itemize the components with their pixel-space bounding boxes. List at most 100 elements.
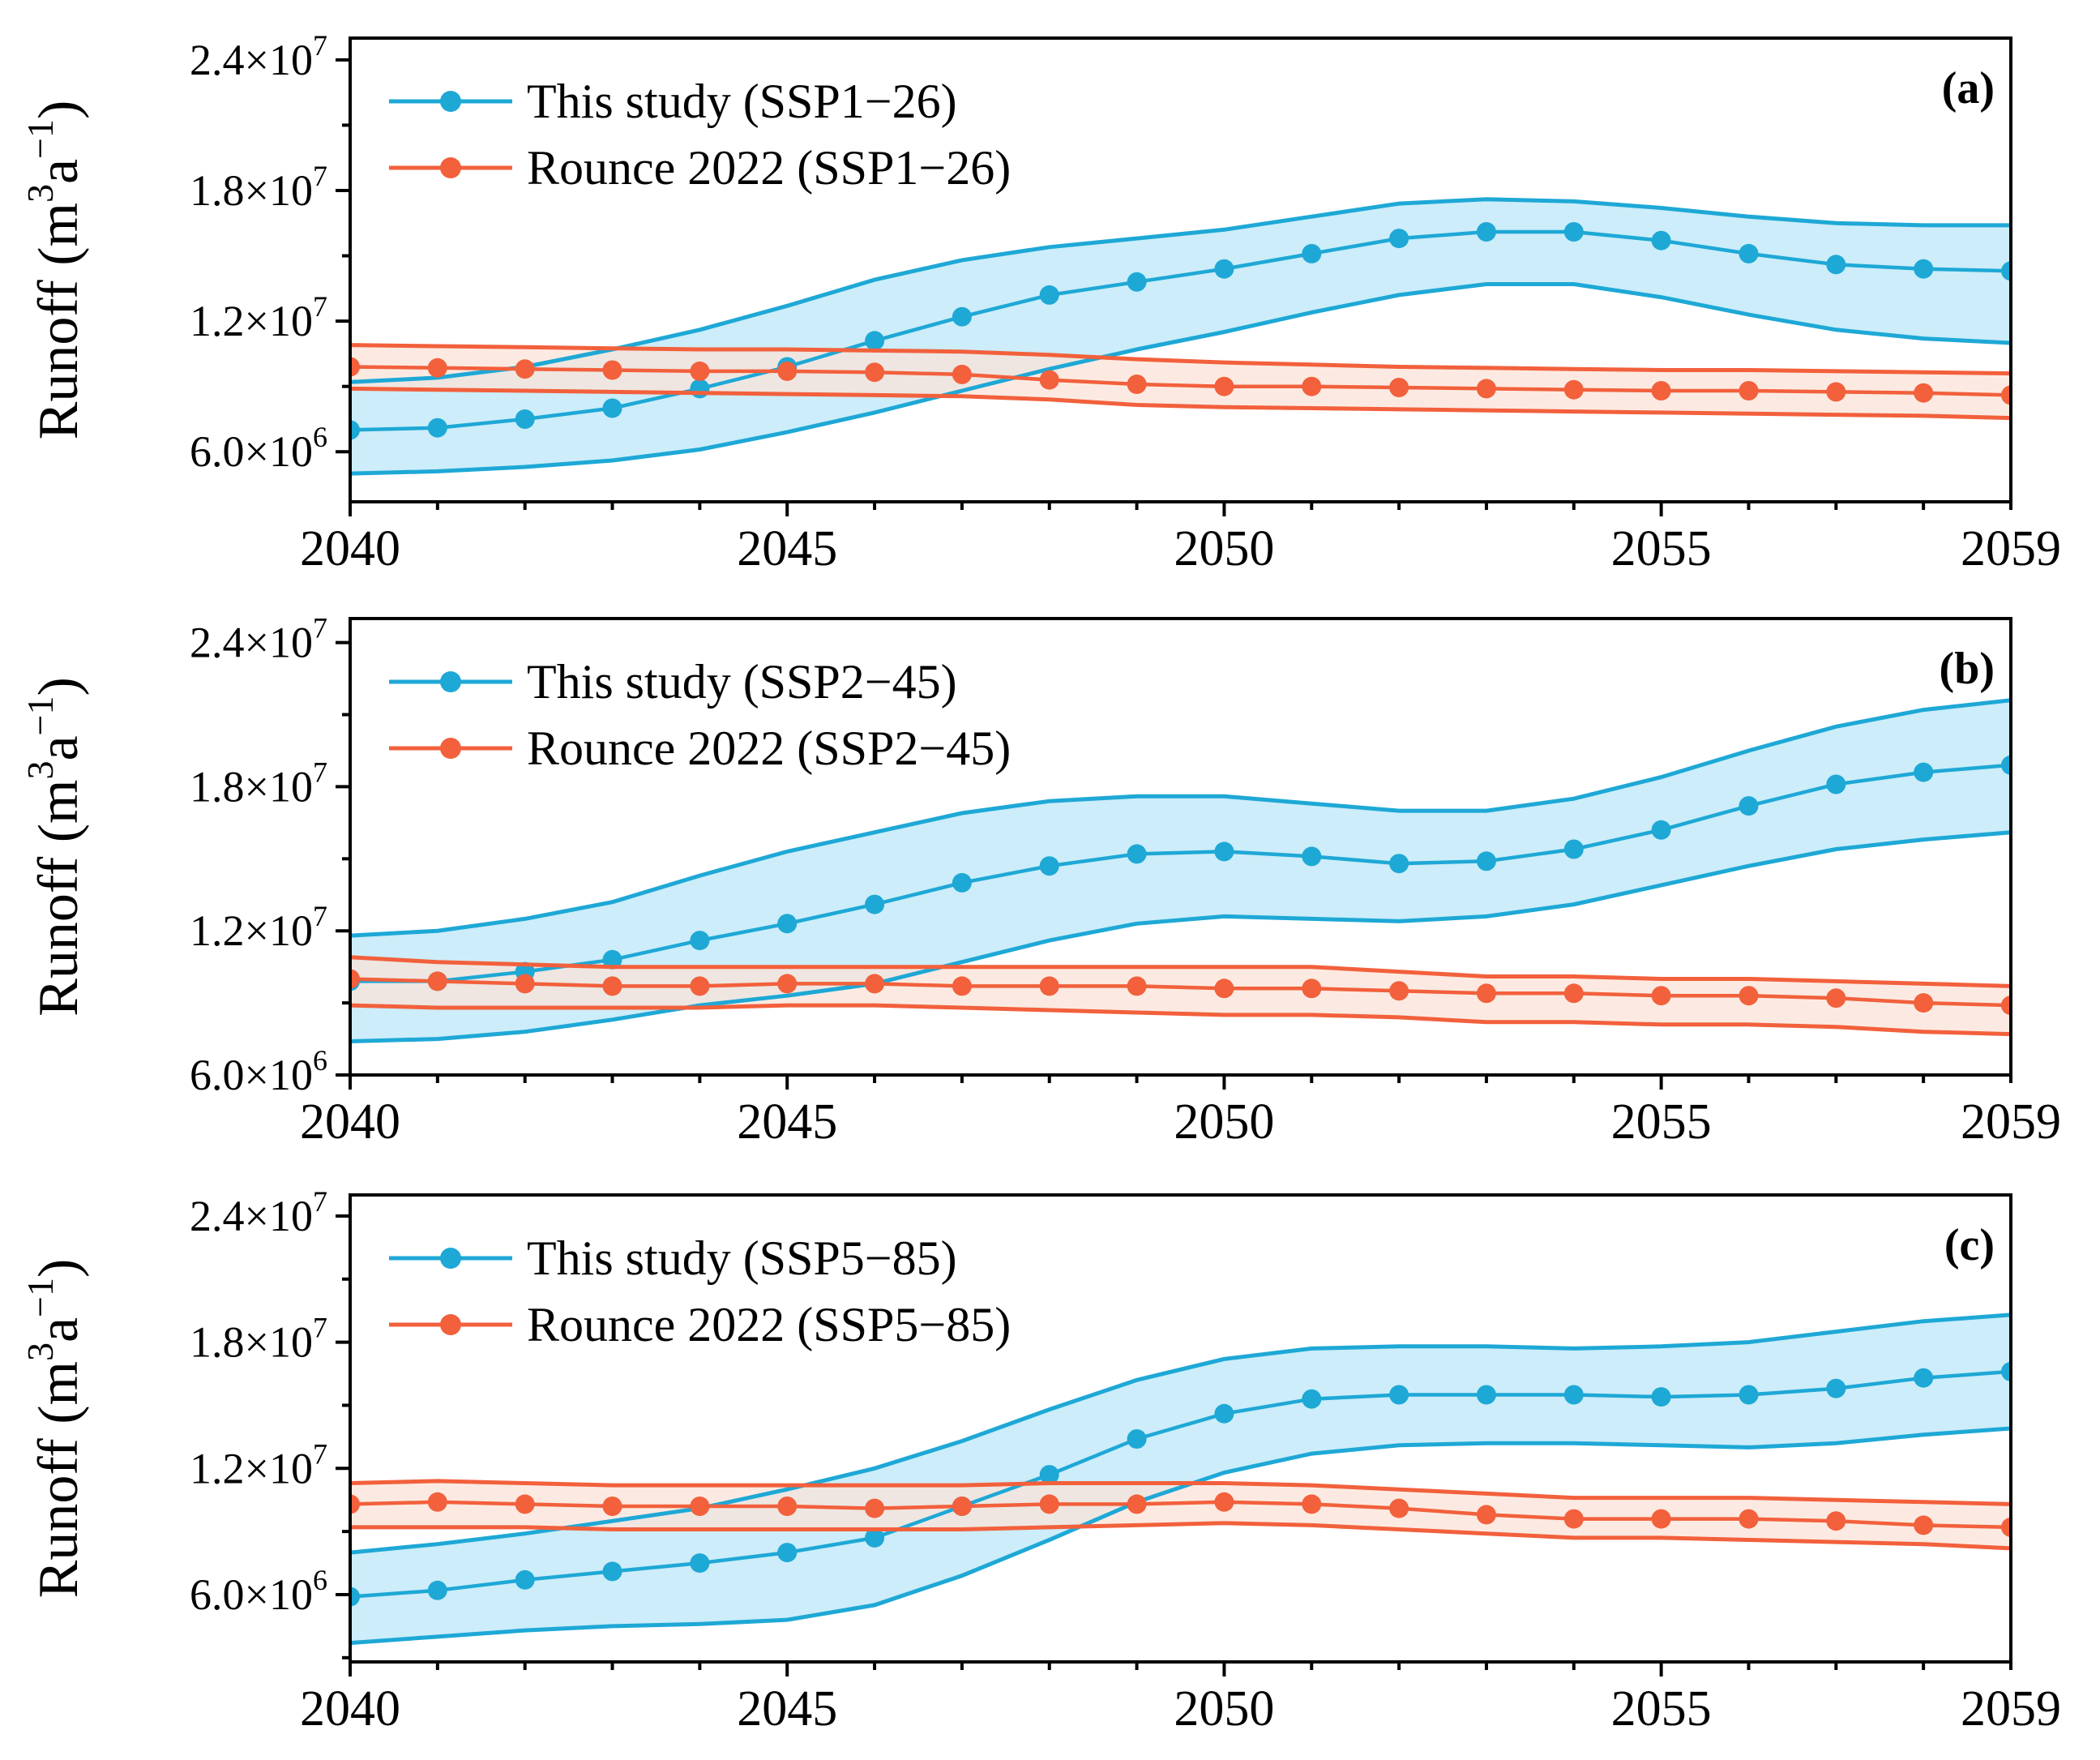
y-tick-label: 6.0×106	[190, 1564, 327, 1619]
legend-label: Rounce 2022 (SSP5−85)	[527, 1298, 1011, 1351]
y-tick-label: 6.0×106	[190, 1044, 327, 1099]
legend-marker	[440, 1314, 461, 1335]
y-axis-label: Runoff (m3a−1)	[19, 101, 90, 440]
data-point	[1302, 1494, 1322, 1514]
plot-area	[350, 1313, 2011, 1646]
data-point	[1389, 1498, 1409, 1518]
data-point	[777, 1543, 798, 1563]
data-point	[865, 1498, 885, 1518]
uncertainty-band-series-2	[350, 957, 2011, 1034]
legend-marker	[440, 738, 461, 759]
data-point	[1914, 993, 1934, 1013]
data-point	[1739, 381, 1759, 400]
data-point	[350, 357, 360, 377]
data-point	[777, 914, 798, 934]
data-point	[515, 359, 535, 379]
data-point	[1302, 1389, 1322, 1409]
x-tick-label: 2055	[1611, 521, 1712, 576]
legend-label: This study (SSP1−26)	[527, 75, 957, 128]
x-tick-label: 2045	[737, 1094, 837, 1150]
chart-panel-1: 2040 2045 2050 2055 2059 6.0×106 1.2×107 1.8×10…	[19, 29, 2061, 576]
data-point	[865, 331, 885, 351]
data-point	[1389, 378, 1409, 397]
data-point	[1389, 229, 1409, 249]
data-point	[1826, 774, 1846, 794]
data-point	[350, 1587, 360, 1607]
data-point	[1739, 796, 1759, 816]
x-tick-label: 2050	[1174, 1681, 1274, 1736]
upper-bound-line-series-1	[350, 1313, 2011, 1555]
lower-bound-line-series-2	[350, 1003, 2011, 1037]
lower-bound-line-series-2	[350, 1521, 2011, 1551]
data-point	[1914, 1368, 1934, 1388]
data-point	[1039, 285, 1059, 305]
mean-line-series-1	[350, 229, 2011, 432]
data-point	[1563, 379, 1584, 400]
data-point	[1476, 851, 1496, 871]
data-point	[1214, 1403, 1234, 1424]
data-point	[1563, 1509, 1584, 1529]
data-point	[1739, 1385, 1759, 1405]
legend-marker	[440, 91, 461, 112]
data-point	[952, 306, 972, 327]
data-point	[1039, 976, 1059, 996]
data-point	[515, 1569, 535, 1590]
data-point	[1214, 841, 1234, 862]
upper-bound-line-series-2	[350, 343, 2011, 376]
data-point	[350, 420, 360, 440]
axes-frame	[349, 617, 2012, 1077]
data-point	[1651, 381, 1671, 400]
data-point	[2001, 755, 2011, 775]
x-tick-label: 2040	[300, 521, 400, 576]
mean-line-series-2	[350, 977, 2011, 1008]
y-tick-label: 1.8×107	[190, 160, 327, 215]
legend-entry-1: This study (SSP5−85)	[389, 1231, 957, 1285]
data-point	[690, 1553, 710, 1574]
data-point	[1739, 986, 1759, 1006]
x-tick-label: 2050	[1174, 1094, 1274, 1150]
legend-entry-1: This study (SSP1−26)	[389, 75, 957, 128]
x-tick-label: 2050	[1174, 521, 1274, 576]
mean-line-series-1	[350, 1369, 2011, 1599]
y-axis-label: Runoff (m3a−1)	[19, 677, 90, 1017]
data-point	[1127, 1494, 1147, 1514]
data-point	[952, 976, 972, 996]
lower-bound-line-series-2	[350, 386, 2011, 421]
axes-frame	[349, 1193, 2012, 1664]
data-point	[427, 1580, 447, 1600]
data-point	[1389, 981, 1409, 1001]
upper-bound-line-series-2	[350, 955, 2011, 988]
data-point	[1302, 376, 1322, 396]
legend-label: This study (SSP5−85)	[527, 1231, 957, 1285]
legend-entry-2: Rounce 2022 (SSP1−26)	[389, 141, 1011, 195]
data-point	[1826, 1511, 1846, 1531]
data-point	[1651, 230, 1671, 251]
mean-line-series-1	[350, 763, 2011, 983]
data-point	[515, 974, 535, 994]
data-point	[1476, 379, 1496, 399]
data-point	[1826, 382, 1846, 402]
upper-bound-line-series-1	[350, 698, 2011, 938]
data-point	[1914, 1515, 1934, 1535]
data-point	[1302, 243, 1322, 263]
x-tick-label: 2045	[737, 521, 837, 576]
x-tick-label: 2040	[300, 1094, 400, 1150]
data-point	[1214, 1492, 1234, 1512]
data-point	[690, 1497, 710, 1516]
x-tick-label: 2059	[1961, 521, 2061, 576]
y-tick-label: 1.8×107	[190, 756, 327, 811]
data-point	[865, 362, 885, 383]
data-point	[1127, 375, 1147, 394]
data-point	[1563, 222, 1584, 242]
data-point	[1476, 983, 1496, 1004]
data-point	[1039, 1494, 1059, 1514]
data-point	[1739, 243, 1759, 263]
y-tick-label: 1.2×107	[190, 900, 327, 955]
x-tick-label: 2055	[1611, 1094, 1712, 1150]
legend-marker	[440, 1248, 461, 1269]
legend-entry-1: This study (SSP2−45)	[389, 655, 957, 709]
data-point	[777, 974, 798, 994]
data-point	[1651, 986, 1671, 1006]
data-point	[2001, 996, 2011, 1016]
